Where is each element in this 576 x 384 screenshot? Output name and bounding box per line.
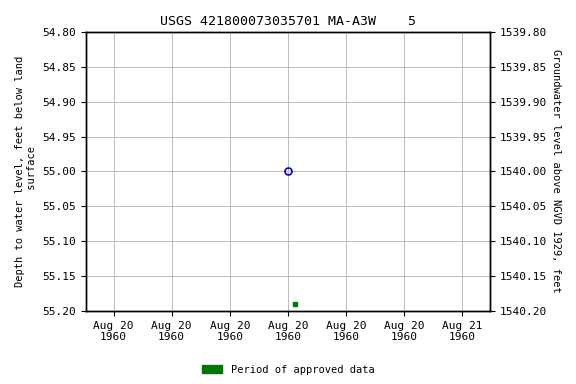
Legend: Period of approved data: Period of approved data — [198, 361, 378, 379]
Title: USGS 421800073035701 MA-A3W    5: USGS 421800073035701 MA-A3W 5 — [160, 15, 416, 28]
Y-axis label: Groundwater level above NGVD 1929, feet: Groundwater level above NGVD 1929, feet — [551, 50, 561, 293]
Y-axis label: Depth to water level, feet below land
 surface: Depth to water level, feet below land su… — [15, 56, 37, 287]
